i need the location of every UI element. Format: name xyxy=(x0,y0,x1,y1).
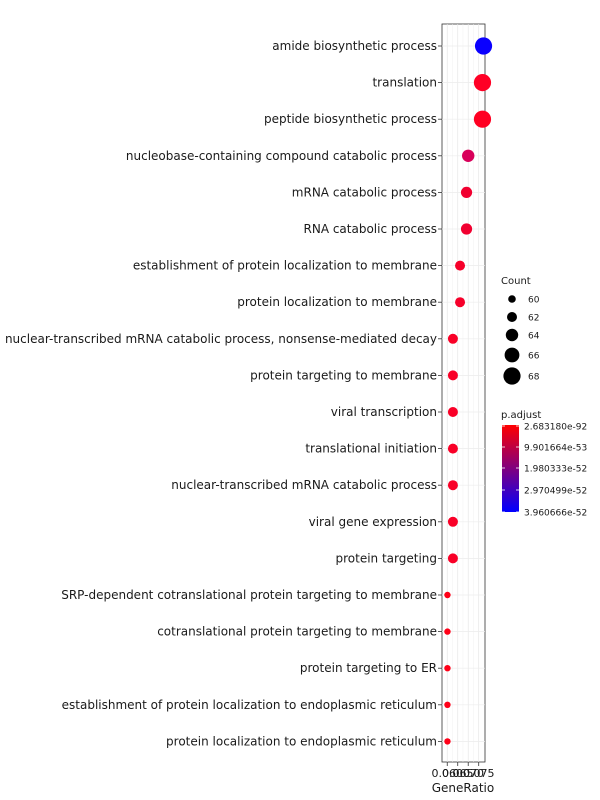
data-point xyxy=(473,110,492,128)
size-legend-dot xyxy=(508,295,516,303)
x-tick-label: 0.060 xyxy=(431,767,463,780)
y-tick-label: translation xyxy=(372,76,437,90)
data-point xyxy=(447,407,458,417)
size-legend-label: 64 xyxy=(528,332,540,342)
y-tick-label: RNA catabolic process xyxy=(304,222,438,236)
y-tick-label: translational initiation xyxy=(305,442,437,456)
y-tick-label: protein localization to membrane xyxy=(237,295,437,309)
y-tick-label: nucleobase-containing compound catabolic… xyxy=(126,149,437,163)
y-tick-label: viral gene expression xyxy=(309,515,437,529)
size-legend-title: Count xyxy=(501,276,531,287)
y-tick-label: SRP-dependent cotranslational protein ta… xyxy=(61,588,437,602)
color-legend-label: 3.960666e-52 xyxy=(524,509,587,519)
size-legend-dot xyxy=(504,347,520,363)
data-point xyxy=(460,186,473,198)
data-point xyxy=(455,297,466,308)
color-legend-label: 2.683180e-92 xyxy=(524,423,587,433)
y-tick-label: cotranslational protein targeting to mem… xyxy=(157,625,437,639)
panel-background xyxy=(441,23,486,763)
data-point xyxy=(444,701,451,708)
data-point xyxy=(455,260,466,271)
data-point xyxy=(447,553,458,564)
color-legend-label: 9.901664e-53 xyxy=(524,444,587,454)
data-points xyxy=(444,37,493,745)
y-tick-label: amide biosynthetic process xyxy=(272,39,437,53)
y-tick-label: mRNA catabolic process xyxy=(292,185,437,199)
data-point xyxy=(444,591,451,599)
y-tick-label: viral transcription xyxy=(331,405,437,419)
data-point xyxy=(462,149,475,162)
y-tick-label: nuclear-transcribed mRNA catabolic proce… xyxy=(5,332,437,346)
color-legend: p.adjust 2.683180e-92 9.901664e-53 1.98033… xyxy=(501,410,587,519)
size-legend-dot xyxy=(505,328,519,342)
data-point xyxy=(447,333,458,344)
x-tick-label: 0.065 xyxy=(442,767,474,780)
x-tick-label: 0.075 xyxy=(463,767,495,780)
y-tick-label: establishment of protein localization to… xyxy=(62,698,437,712)
y-tick-label: protein targeting xyxy=(335,551,437,565)
y-tick-label: protein localization to endoplasmic reti… xyxy=(166,734,437,748)
size-legend-label: 68 xyxy=(528,373,540,383)
color-legend-label: 1.980333e-52 xyxy=(524,465,587,475)
x-axis-title: GeneRatio xyxy=(432,781,494,795)
data-point xyxy=(447,370,458,381)
size-legend-label: 60 xyxy=(528,296,540,306)
color-legend-label: 2.970499e-52 xyxy=(524,487,587,497)
data-point xyxy=(474,37,493,55)
y-tick-label: nuclear-transcribed mRNA catabolic proce… xyxy=(171,478,437,492)
data-point xyxy=(447,516,458,527)
data-point xyxy=(444,665,451,672)
data-point xyxy=(460,223,473,235)
y-tick-label: protein targeting to membrane xyxy=(250,368,437,382)
y-tick-labels: amide biosynthetic process translation pep… xyxy=(5,39,442,748)
size-legend-dot xyxy=(503,367,521,385)
y-tick-label: peptide biosynthetic process xyxy=(264,112,437,126)
size-legend-label: 66 xyxy=(528,352,540,362)
size-legend: Count 60 62 64 66 68 xyxy=(501,276,540,385)
x-tick-label: 0.070 xyxy=(452,767,484,780)
y-tick-label: protein targeting to ER xyxy=(300,661,437,675)
data-point xyxy=(447,443,458,454)
data-point xyxy=(447,480,458,491)
color-legend-bar xyxy=(502,425,519,512)
size-legend-label: 62 xyxy=(528,314,539,324)
data-point xyxy=(473,74,492,92)
grid-lines xyxy=(442,24,485,762)
y-tick-label: establishment of protein localization to… xyxy=(133,259,437,273)
data-point xyxy=(444,738,451,745)
size-legend-dot xyxy=(507,312,517,322)
data-point xyxy=(444,628,451,635)
color-legend-title: p.adjust xyxy=(501,410,541,421)
